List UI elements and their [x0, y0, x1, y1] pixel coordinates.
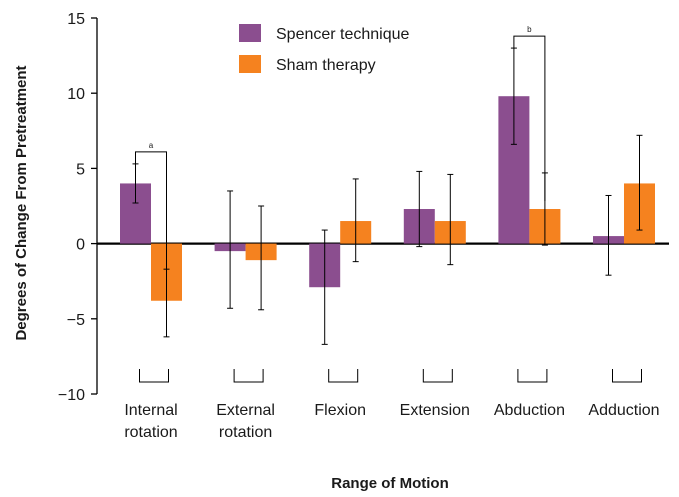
category-label: Abduction — [494, 402, 565, 419]
category-brackets — [139, 369, 642, 383]
y-tick-label: 0 — [76, 237, 85, 254]
category-bracket — [139, 369, 169, 383]
category-label: Adduction — [588, 402, 659, 419]
category-label: rotation — [219, 424, 272, 441]
y-tick-label: 15 — [67, 11, 85, 28]
significance-bracket — [135, 151, 167, 293]
axes: 15 10 5 0 −5 −10 — [58, 11, 669, 404]
significance-label: b — [527, 25, 532, 34]
category-label: Flexion — [314, 402, 366, 419]
error-bars — [132, 47, 643, 345]
y-axis-title: Degrees of Change From Pretreatment — [13, 65, 30, 340]
x-axis-title: Range of Motion — [331, 475, 448, 492]
legend: Spencer technique Sham therapy — [239, 24, 410, 74]
category-bracket — [612, 369, 642, 383]
significance-brackets: ab — [135, 25, 546, 293]
category-bracket — [422, 369, 453, 383]
category-label: External — [216, 402, 275, 419]
category-bracket — [233, 369, 264, 383]
y-tick-label: −10 — [58, 387, 85, 404]
legend-swatch — [239, 55, 261, 73]
y-tick-label: 10 — [67, 86, 85, 103]
significance-bracket — [513, 35, 546, 202]
legend-label: Spencer technique — [276, 26, 410, 43]
legend-label: Sham therapy — [276, 57, 376, 74]
y-tick-label: −5 — [67, 312, 85, 329]
bars — [120, 96, 655, 301]
y-tick-label: 5 — [76, 161, 85, 178]
category-label: rotation — [124, 424, 177, 441]
legend-swatch — [239, 24, 261, 42]
category-bracket — [328, 369, 359, 383]
significance-label: a — [149, 141, 154, 150]
category-labels: Internal rotation External rotation Flexion E… — [124, 402, 659, 441]
category-bracket — [517, 369, 548, 383]
category-label: Internal — [124, 402, 177, 419]
category-label: Extension — [400, 402, 470, 419]
